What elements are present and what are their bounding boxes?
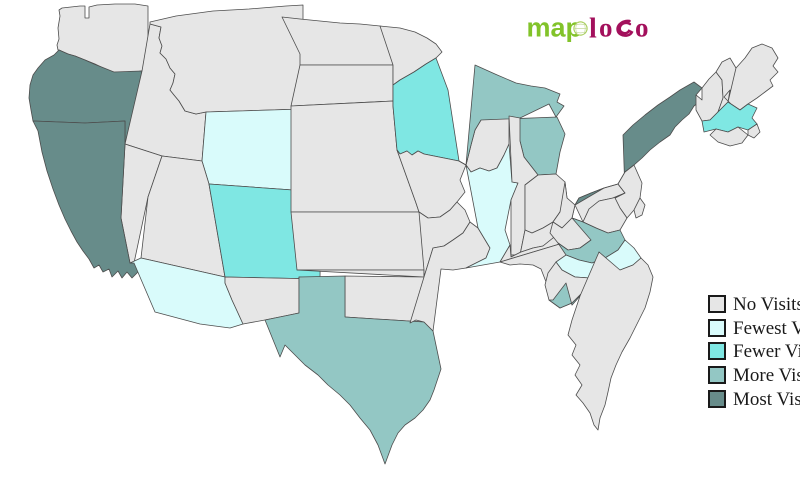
svg-text:o: o bbox=[599, 13, 613, 43]
svg-text:o: o bbox=[635, 13, 649, 43]
svg-text:l: l bbox=[589, 14, 597, 45]
